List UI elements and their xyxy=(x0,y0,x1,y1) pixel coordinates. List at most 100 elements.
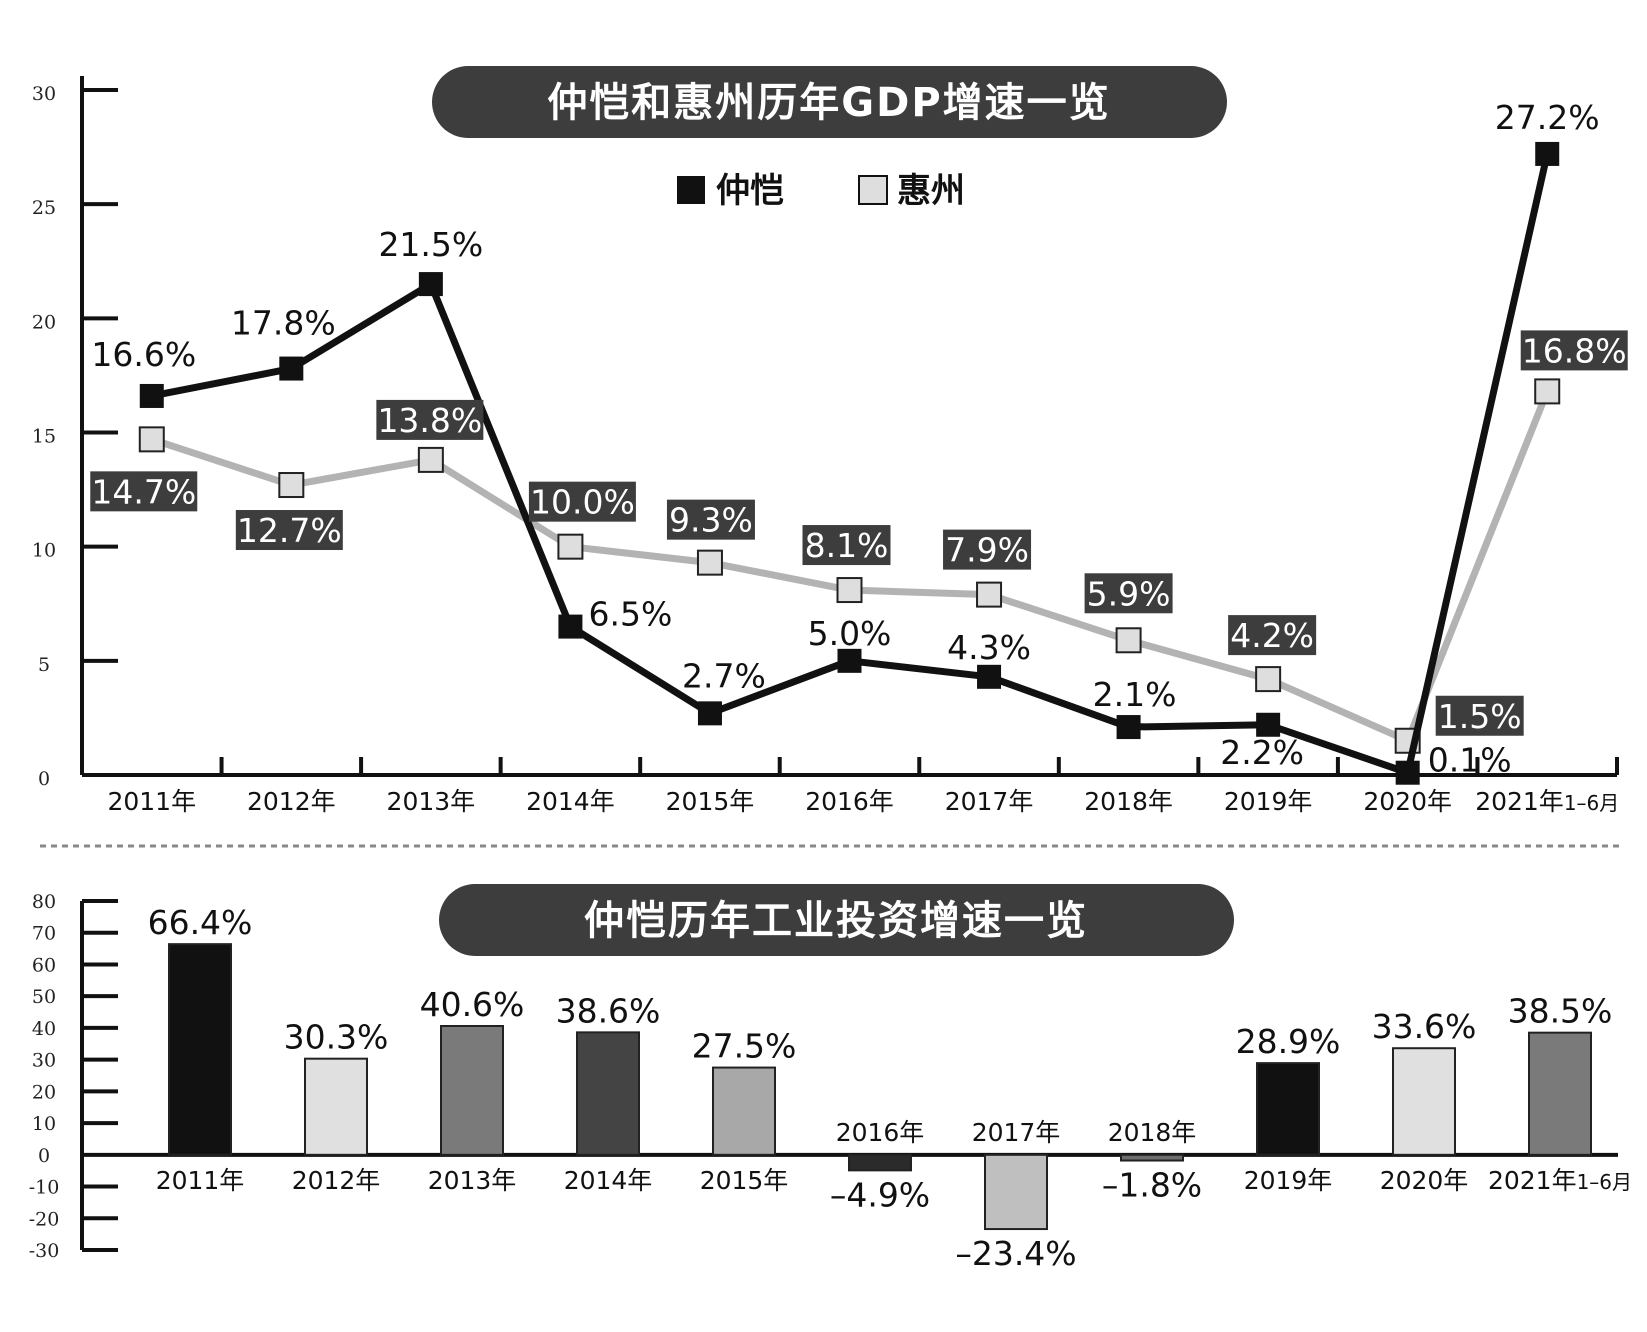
gdp-label-huizhou: 12.7% xyxy=(237,511,342,550)
investment-y-tick-label: 20 xyxy=(32,1081,56,1103)
point-gdp-series-huizhou xyxy=(417,446,444,473)
gdp-label-box-huizhou xyxy=(90,471,198,512)
investment-value-label: –1.8% xyxy=(1102,1166,1202,1205)
point-gdp-series-huizhou xyxy=(1534,378,1561,405)
gdp-x-tick-label: 2020年 xyxy=(1363,787,1452,816)
legend-swatch-huizhou xyxy=(858,175,888,205)
investment-value-label: –23.4% xyxy=(955,1234,1076,1273)
gdp-x-tick-label-main: 2013年 xyxy=(387,787,476,816)
gdp-x-tick-label-suffix: 1–6月 xyxy=(1564,791,1619,815)
legend-label-huizhou: 惠州 xyxy=(897,171,965,211)
line-gdp-series-huizhou xyxy=(150,390,1551,745)
investment-category-label: 2014年 xyxy=(564,1166,653,1195)
gdp-x-tick-label: 2013年 xyxy=(387,787,476,816)
investment-category-label-main: 2016年 xyxy=(836,1118,925,1147)
gdp-y-tick-label: 5 xyxy=(38,654,50,676)
investment-category-label-main: 2014年 xyxy=(564,1166,653,1195)
gdp-label-huizhou: 10.0% xyxy=(530,483,635,522)
investment-category-label: 2020年 xyxy=(1380,1166,1469,1195)
gdp-y-tick-label: 20 xyxy=(32,311,56,333)
gdp-x-tick-label-main: 2019年 xyxy=(1224,787,1313,816)
gdp-y-tick-label: 15 xyxy=(32,426,56,448)
gdp-x-tick-label: 2015年 xyxy=(666,787,755,816)
gdp-x-tick-label-main: 2017年 xyxy=(945,787,1034,816)
gdp-label-box-huizhou xyxy=(802,525,891,566)
gdp-label-zhongkai: 2.7% xyxy=(682,656,766,695)
investment-y-tick-label: 30 xyxy=(32,1050,56,1072)
investment-labels: 66.4% 2011年 30.3% 2012年 40.6% 2013年 38.6% 2014年… xyxy=(148,903,1632,1273)
point-gdp-series-zhongkai xyxy=(977,664,1002,689)
gdp-y-axis: 0 5 10 15 20 25 30 xyxy=(32,76,118,790)
investment-category-label-suffix: 1–6月 xyxy=(1577,1170,1632,1194)
point-gdp-series-zhongkai xyxy=(1116,715,1141,740)
series-huizhou xyxy=(138,378,1561,754)
gdp-x-tick-label-main: 2014年 xyxy=(526,787,615,816)
investment-y-tick-label: 50 xyxy=(32,986,56,1008)
gdp-label-box-huizhou xyxy=(1228,615,1317,656)
investment-category-label: 2017年 xyxy=(972,1118,1061,1147)
investment-y-tick-label: 10 xyxy=(32,1113,56,1135)
gdp-x-tick-label: 2014年 xyxy=(526,787,615,816)
investment-category-label: 2012年 xyxy=(292,1166,381,1195)
gdp-label-zhongkai: 2.2% xyxy=(1220,733,1304,772)
gdp-label-box-huizhou xyxy=(943,529,1032,570)
investment-y-tick-label: -10 xyxy=(29,1177,60,1199)
investment-y-tick-label: -30 xyxy=(29,1240,60,1262)
investment-category-label-main: 2013年 xyxy=(428,1166,517,1195)
gdp-x-tick-label: 2018年 xyxy=(1084,787,1173,816)
gdp-x-tick-label-main: 2011年 xyxy=(107,787,196,816)
investment-bar xyxy=(1256,1062,1320,1156)
investment-category-label: 2015年 xyxy=(700,1166,789,1195)
gdp-label-huizhou: 4.2% xyxy=(1230,616,1314,655)
point-gdp-series-zhongkai xyxy=(279,356,304,381)
investment-category-label: 2011年 xyxy=(156,1166,245,1195)
point-gdp-series-zhongkai xyxy=(1535,141,1560,166)
investment-category-label-main: 2015年 xyxy=(700,1166,789,1195)
gdp-label-zhongkai: 21.5% xyxy=(378,225,483,264)
line-gdp-series-zhongkai xyxy=(151,153,1551,777)
investment-category-label: 2021年1–6月 xyxy=(1488,1166,1632,1195)
investment-bar xyxy=(168,943,232,1156)
investment-category-label: 2019年 xyxy=(1244,1166,1333,1195)
legend-label-zhongkai: 仲恺 xyxy=(716,171,784,211)
investment-bar xyxy=(304,1057,368,1156)
gdp-label-zhongkai: 16.6% xyxy=(91,335,196,374)
investment-bar xyxy=(440,1025,504,1156)
gdp-y-tick-label: 10 xyxy=(32,540,56,562)
investment-category-label: 2013年 xyxy=(428,1166,517,1195)
point-gdp-series-huizhou xyxy=(1115,627,1142,654)
investment-category-label-main: 2021年 xyxy=(1488,1166,1577,1195)
investment-category-label-main: 2017年 xyxy=(972,1118,1061,1147)
gdp-label-zhongkai: 2.1% xyxy=(1093,675,1177,714)
point-gdp-series-huizhou xyxy=(976,581,1003,608)
gdp-x-tick-label-main: 2015年 xyxy=(666,787,755,816)
investment-y-tick-label: 70 xyxy=(32,923,56,945)
investment-chart-title: 仲恺历年工业投资增速一览 xyxy=(439,884,1234,956)
gdp-label-box-huizhou xyxy=(1435,695,1524,736)
investment-chart-title-text: 仲恺历年工业投资增速一览 xyxy=(584,898,1088,944)
investment-value-label: 38.6% xyxy=(556,991,661,1030)
point-gdp-series-huizhou xyxy=(696,549,723,576)
gdp-chart-title: 仲恺和惠州历年GDP增速一览 xyxy=(432,66,1227,138)
point-gdp-series-zhongkai xyxy=(1256,712,1281,737)
gdp-label-huizhou: 8.1% xyxy=(805,526,889,565)
investment-bar xyxy=(984,1153,1048,1231)
gdp-label-huizhou: 5.9% xyxy=(1087,574,1171,613)
gdp-label-huizhou: 1.5% xyxy=(1438,697,1522,736)
investment-value-label: 27.5% xyxy=(692,1027,797,1066)
point-gdp-series-huizhou xyxy=(1255,666,1282,693)
investment-category-label: 2016年 xyxy=(836,1118,925,1147)
point-gdp-series-zhongkai xyxy=(1395,760,1420,785)
gdp-label-zhongkai: 6.5% xyxy=(588,595,672,634)
gdp-chart-title-text: 仲恺和惠州历年GDP增速一览 xyxy=(547,80,1110,126)
investment-category-label-main: 2020年 xyxy=(1380,1166,1469,1195)
investment-bar xyxy=(1120,1153,1184,1162)
point-gdp-series-zhongkai xyxy=(139,383,164,408)
gdp-label-zhongkai: 5.0% xyxy=(808,614,892,653)
gdp-x-tick-label: 2019年 xyxy=(1224,787,1313,816)
gdp-label-box-huizhou xyxy=(376,399,484,440)
gdp-label-huizhou: 7.9% xyxy=(945,531,1029,570)
investment-value-label: 38.5% xyxy=(1508,992,1613,1031)
gdp-x-tick-label-main: 2016年 xyxy=(805,787,894,816)
